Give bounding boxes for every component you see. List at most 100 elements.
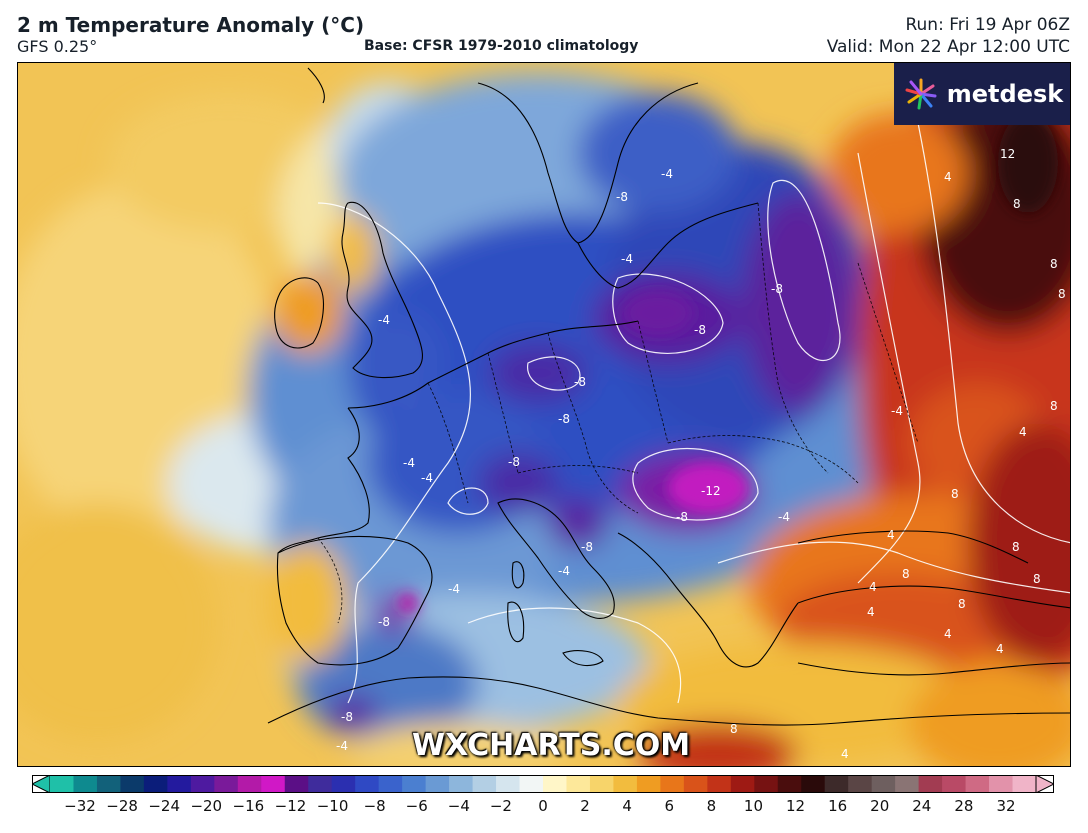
north-africa-coast <box>267 676 1070 726</box>
colorbar-cell <box>566 775 591 793</box>
colorbar-tick-label: −8 <box>363 797 386 815</box>
colorbar-cell <box>378 775 403 793</box>
contour-label: 4 <box>1019 425 1027 439</box>
valid-time-label: Valid: Mon 22 Apr 12:00 UTC <box>826 37 1070 57</box>
contour-label: -8 <box>694 323 706 337</box>
contour-label: 8 <box>902 567 910 581</box>
contour-label: 4 <box>887 528 895 542</box>
colorbar-tick-label: −4 <box>447 797 470 815</box>
colorbar-tick-label: −16 <box>232 797 265 815</box>
colorbar-cell <box>519 775 544 793</box>
colorbar-cells <box>32 775 1054 793</box>
corsica-coast <box>511 561 525 589</box>
colorbar-cell <box>331 775 356 793</box>
temperature-anomaly-map: -8 -8 -8 -8 -8 -8 -8 -8 -8 -8 -12 -4 -4 … <box>17 62 1071 767</box>
colorbar-cell <box>496 775 521 793</box>
colorbar-min-extend <box>32 775 51 793</box>
colorbar-cell <box>472 775 497 793</box>
colorbar-cell <box>1012 775 1037 793</box>
anomaly-detail <box>398 113 1058 613</box>
colorbar-cell <box>730 775 755 793</box>
colorbar-tick-label: 20 <box>870 797 890 815</box>
colorbar-cell <box>96 775 122 793</box>
colorbar-tick-label: −2 <box>489 797 512 815</box>
colorbar-tick-label: 12 <box>785 797 806 815</box>
northern-islands <box>307 67 325 104</box>
colorbar-tick-label: −10 <box>316 797 349 815</box>
colorbar-tick-label: 8 <box>706 797 717 815</box>
contour-label: 8 <box>1012 540 1020 554</box>
black-sea-north-coast <box>797 530 1029 564</box>
contour-label: 8 <box>951 487 959 501</box>
contour-label: 4 <box>944 627 952 641</box>
colorbar-cell <box>543 775 568 793</box>
contour-label: -8 <box>616 190 628 204</box>
colorbar-tick-label: 6 <box>664 797 675 815</box>
colorbar-tick-label: 4 <box>622 797 632 815</box>
turkey-south-coast <box>797 662 1070 676</box>
colorbar-cell <box>942 775 967 793</box>
colorbar-cell <box>73 775 98 793</box>
contour-label: -8 <box>676 510 688 524</box>
contour-lines <box>317 122 1070 704</box>
contour-label: -8 <box>574 375 586 389</box>
colorbar-cell <box>707 775 732 793</box>
contour-label: -4 <box>378 313 390 327</box>
colorbar-cell <box>824 775 849 793</box>
colorbar-cell <box>167 775 192 793</box>
watermark: WXCHARTS.COM <box>412 728 691 763</box>
contour-label: -4 <box>336 739 348 753</box>
colorbar-cell <box>613 775 638 793</box>
contour-label: 4 <box>841 747 849 761</box>
italy-coast <box>497 498 615 619</box>
contour-label: 4 <box>869 580 877 594</box>
colorbar-tick-label: 0 <box>538 797 548 815</box>
colorbar-cell <box>355 775 380 793</box>
colorbar-border <box>32 775 1054 793</box>
contour-label: -4 <box>403 456 415 470</box>
colorbar-cell <box>589 775 615 793</box>
colorbar-tick-label: −32 <box>64 797 96 815</box>
country-borders <box>317 202 919 624</box>
contour-label: -8 <box>341 710 353 724</box>
france-west-coast <box>277 407 370 554</box>
colorbar-cell <box>308 775 333 793</box>
colorbar-cell <box>425 775 450 793</box>
colorbar-tick-label: −24 <box>148 797 180 815</box>
contour-label: -4 <box>421 471 433 485</box>
contour-label: -8 <box>378 615 390 629</box>
sicily-coast <box>562 650 604 667</box>
colorbar-max-extend <box>1035 775 1054 793</box>
colorbar-cell <box>801 775 826 793</box>
balkan-coast <box>617 532 799 668</box>
iberia-coast <box>276 535 433 666</box>
colorbar-tick-label: −20 <box>190 797 223 815</box>
contour-label: 12 <box>1000 147 1015 161</box>
colorbar-cell <box>918 775 943 793</box>
colorbar-tick-label: −6 <box>405 797 428 815</box>
colorbar-tick-label: 32 <box>996 797 1016 815</box>
contour-label: 8 <box>730 722 738 736</box>
sardinia-coast <box>507 601 525 643</box>
colorbar-cell <box>214 775 239 793</box>
colorbar-cell <box>143 775 168 793</box>
colorbar-tick-label: −28 <box>106 797 138 815</box>
colorbar-cell <box>237 775 262 793</box>
metdesk-flower-icon <box>905 78 937 110</box>
colorbar-cell <box>965 775 990 793</box>
contour-label: -4 <box>621 252 633 266</box>
colorbar-tick-label: 10 <box>743 797 763 815</box>
colorbar-tick-label: 28 <box>954 797 974 815</box>
colorbar-cell <box>190 775 215 793</box>
colorbar-cell <box>402 775 427 793</box>
colorbar <box>32 775 1054 793</box>
anomaly-field <box>18 63 1070 766</box>
britain-coast <box>341 201 423 379</box>
contour-label: -4 <box>891 404 903 418</box>
colorbar-cell <box>50 775 75 793</box>
colorbar-tick-labels: −32 −28 −24 −20 −16 −12 −10 −8 −6 −4 −2 0 2 4 6 8 10 12 16… <box>0 797 1088 821</box>
contour-label: 4 <box>996 642 1004 656</box>
colorbar-tick-label: 24 <box>912 797 932 815</box>
contour-label: 8 <box>1058 287 1066 301</box>
colorbar-cell <box>848 775 873 793</box>
